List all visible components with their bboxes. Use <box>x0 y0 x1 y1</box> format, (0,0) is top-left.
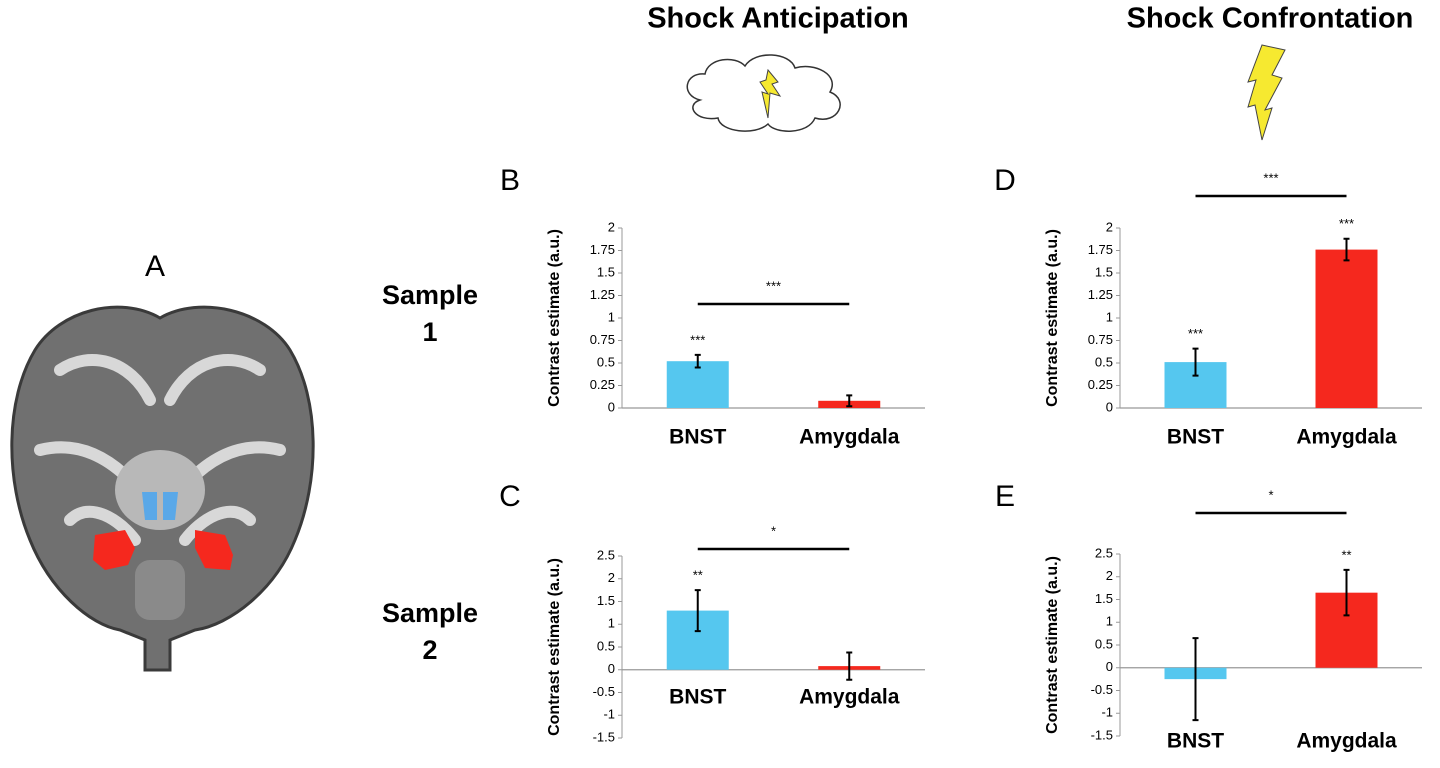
y-tick-label: 0 <box>1106 659 1113 674</box>
y-tick-label: 1.5 <box>1095 264 1113 279</box>
y-tick-label: 1.25 <box>1088 287 1113 302</box>
lightning-icon <box>759 68 782 119</box>
heading: Shock Confrontation <box>1127 3 1414 35</box>
comparison-label: *** <box>766 278 781 293</box>
y-tick-label: 1.5 <box>597 264 615 279</box>
category-label: Amygdala <box>1296 730 1397 753</box>
error-bar <box>1192 347 1199 377</box>
y-tick-label: 1 <box>608 616 615 631</box>
y-tick-label: 0.25 <box>1088 377 1113 392</box>
lightning-icon <box>1247 44 1286 141</box>
y-tick-label: 2 <box>608 219 615 234</box>
significance-label: *** <box>1339 216 1354 231</box>
y-tick-label: -1 <box>603 707 615 722</box>
sample-label: 1 <box>422 317 437 347</box>
y-tick-label: 1.75 <box>590 242 615 257</box>
y-tick-label: 1 <box>1106 614 1113 629</box>
significance-label: *** <box>1188 326 1203 341</box>
y-tick-label: 0.25 <box>590 377 615 392</box>
significance-label: *** <box>690 332 705 347</box>
significance-label: ** <box>1341 547 1351 562</box>
comparison-label: * <box>771 523 776 538</box>
y-tick-label: -0.5 <box>593 684 615 699</box>
y-tick-label: 1 <box>1106 309 1113 324</box>
category-label: Amygdala <box>799 426 900 449</box>
y-tick-label: 0.75 <box>590 332 615 347</box>
category-label: Amygdala <box>1296 426 1397 449</box>
y-tick-label: -0.5 <box>1091 682 1113 697</box>
comparison-label: *** <box>1263 170 1278 185</box>
category-label: BNST <box>1167 730 1224 753</box>
error-bar <box>694 589 701 633</box>
y-axis-label: Contrast estimate (a.u.) <box>546 558 563 736</box>
error-bar <box>1192 637 1199 722</box>
y-tick-label: 2.5 <box>1095 545 1113 560</box>
y-tick-label: 1.5 <box>1095 591 1113 606</box>
bar <box>666 361 729 408</box>
y-tick-label: 2 <box>1106 219 1113 234</box>
sample-label: 2 <box>422 635 437 665</box>
y-tick-label: 0.5 <box>1095 354 1113 369</box>
y-tick-label: 0.5 <box>597 354 615 369</box>
y-tick-label: 1.25 <box>590 287 615 302</box>
y-tick-label: 1.75 <box>1088 242 1113 257</box>
y-axis-label: Contrast estimate (a.u.) <box>546 229 563 407</box>
brain-image <box>10 305 315 672</box>
panel-letter: B <box>500 164 520 197</box>
heading: Shock Anticipation <box>647 3 909 35</box>
category-label: BNST <box>1167 426 1224 449</box>
category-label: BNST <box>669 426 726 449</box>
y-axis-label: Contrast estimate (a.u.) <box>1044 556 1061 734</box>
error-bar <box>694 353 701 369</box>
y-tick-label: 0.5 <box>597 638 615 653</box>
y-tick-label: 0 <box>608 399 615 414</box>
panel-letter: A <box>145 250 165 283</box>
sample-label: Sample <box>382 280 478 310</box>
y-tick-label: 0 <box>1106 399 1113 414</box>
y-axis-label: Contrast estimate (a.u.) <box>1044 229 1061 407</box>
y-tick-label: 1 <box>608 309 615 324</box>
y-tick-label: -1.5 <box>593 729 615 744</box>
category-label: BNST <box>669 686 726 709</box>
y-tick-label: 2 <box>1106 568 1113 583</box>
y-tick-label: -1.5 <box>1091 727 1113 742</box>
y-tick-label: 0 <box>608 661 615 676</box>
error-bar <box>1343 237 1350 262</box>
y-tick-label: -1 <box>1101 705 1113 720</box>
y-tick-label: 0.5 <box>1095 636 1113 651</box>
sample-label: Sample <box>382 598 478 628</box>
comparison-label: * <box>1268 487 1273 502</box>
y-tick-label: 2 <box>608 570 615 585</box>
panel-letter: D <box>994 164 1016 197</box>
significance-label: ** <box>693 568 703 583</box>
bar <box>1315 249 1378 408</box>
category-label: Amygdala <box>799 686 900 709</box>
y-tick-label: 0.75 <box>1088 332 1113 347</box>
y-tick-label: 1.5 <box>597 593 615 608</box>
panel-letter: E <box>995 480 1015 513</box>
y-tick-label: 2.5 <box>597 547 615 562</box>
error-bar <box>846 394 853 408</box>
error-bar <box>846 651 853 681</box>
panel-letter: C <box>499 480 521 513</box>
error-bar <box>1343 568 1350 617</box>
